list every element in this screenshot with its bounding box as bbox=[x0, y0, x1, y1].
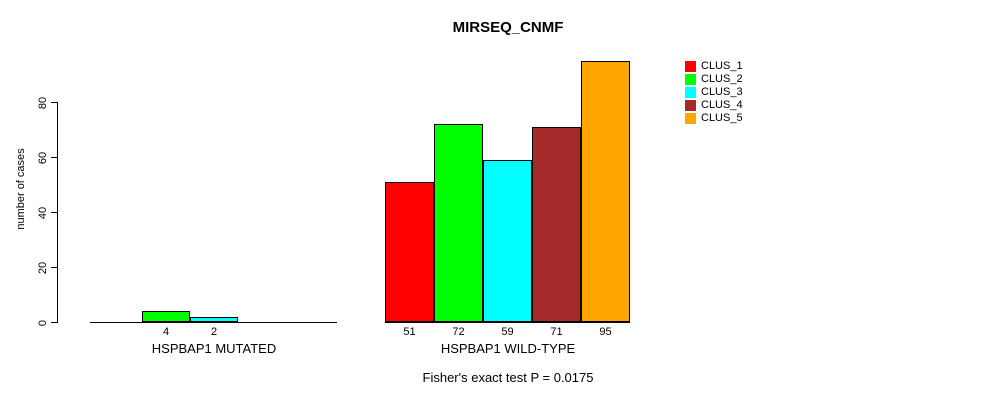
bar-value-label: 71 bbox=[550, 326, 563, 338]
group-label-wild-type: HSPBAP1 WILD-TYPE bbox=[440, 341, 576, 356]
x-axis-baseline bbox=[385, 322, 630, 323]
legend-swatch-clus_1 bbox=[685, 61, 696, 72]
legend-item: CLUS_5 bbox=[685, 113, 743, 124]
bar-clus_1 bbox=[385, 181, 434, 322]
y-axis-tick bbox=[51, 212, 57, 213]
y-axis-tick bbox=[51, 267, 57, 268]
legend-swatch-clus_3 bbox=[685, 87, 696, 98]
legend-label: CLUS_4 bbox=[701, 99, 743, 111]
y-tick-label: 40 bbox=[37, 206, 49, 219]
bar-value-label: 59 bbox=[501, 326, 514, 338]
bar-value-label: 4 bbox=[162, 326, 170, 338]
y-axis-tick bbox=[51, 102, 57, 103]
y-axis-tick bbox=[51, 157, 57, 158]
legend-label: CLUS_1 bbox=[701, 60, 743, 72]
legend-label: CLUS_2 bbox=[701, 73, 743, 85]
legend-swatch-clus_2 bbox=[685, 74, 696, 85]
legend-item: CLUS_2 bbox=[685, 74, 743, 85]
fisher-test-annotation: Fisher's exact test P = 0.0175 bbox=[422, 370, 594, 385]
y-tick-label: 80 bbox=[37, 96, 49, 109]
bar-clus_3 bbox=[483, 159, 532, 322]
legend-label: CLUS_3 bbox=[701, 86, 743, 98]
bar-clus_5 bbox=[581, 60, 630, 322]
y-axis-tick bbox=[51, 322, 57, 323]
group-label-mutated: HSPBAP1 MUTATED bbox=[151, 341, 277, 356]
bar-clus_2 bbox=[142, 311, 190, 322]
legend-item: CLUS_4 bbox=[685, 100, 743, 111]
legend-swatch-clus_5 bbox=[685, 113, 696, 124]
chart-title: MIRSEQ_CNMF bbox=[452, 19, 564, 36]
bar-value-label: 95 bbox=[599, 326, 612, 338]
legend-label: CLUS_5 bbox=[701, 112, 743, 124]
y-tick-label: 0 bbox=[37, 319, 49, 326]
y-axis-line bbox=[57, 102, 58, 323]
bar-clus_4 bbox=[532, 126, 581, 322]
x-axis-baseline bbox=[90, 322, 337, 323]
legend-item: CLUS_1 bbox=[685, 61, 743, 72]
bar-clus_3 bbox=[190, 316, 238, 322]
bar-value-label: 72 bbox=[452, 326, 465, 338]
legend-swatch-clus_4 bbox=[685, 100, 696, 111]
y-tick-label: 20 bbox=[37, 261, 49, 274]
bar-clus_2 bbox=[434, 124, 483, 322]
bar-value-label: 51 bbox=[403, 326, 416, 338]
bar-value-label: 2 bbox=[210, 326, 218, 338]
legend-item: CLUS_3 bbox=[685, 87, 743, 98]
y-tick-label: 60 bbox=[37, 151, 49, 164]
